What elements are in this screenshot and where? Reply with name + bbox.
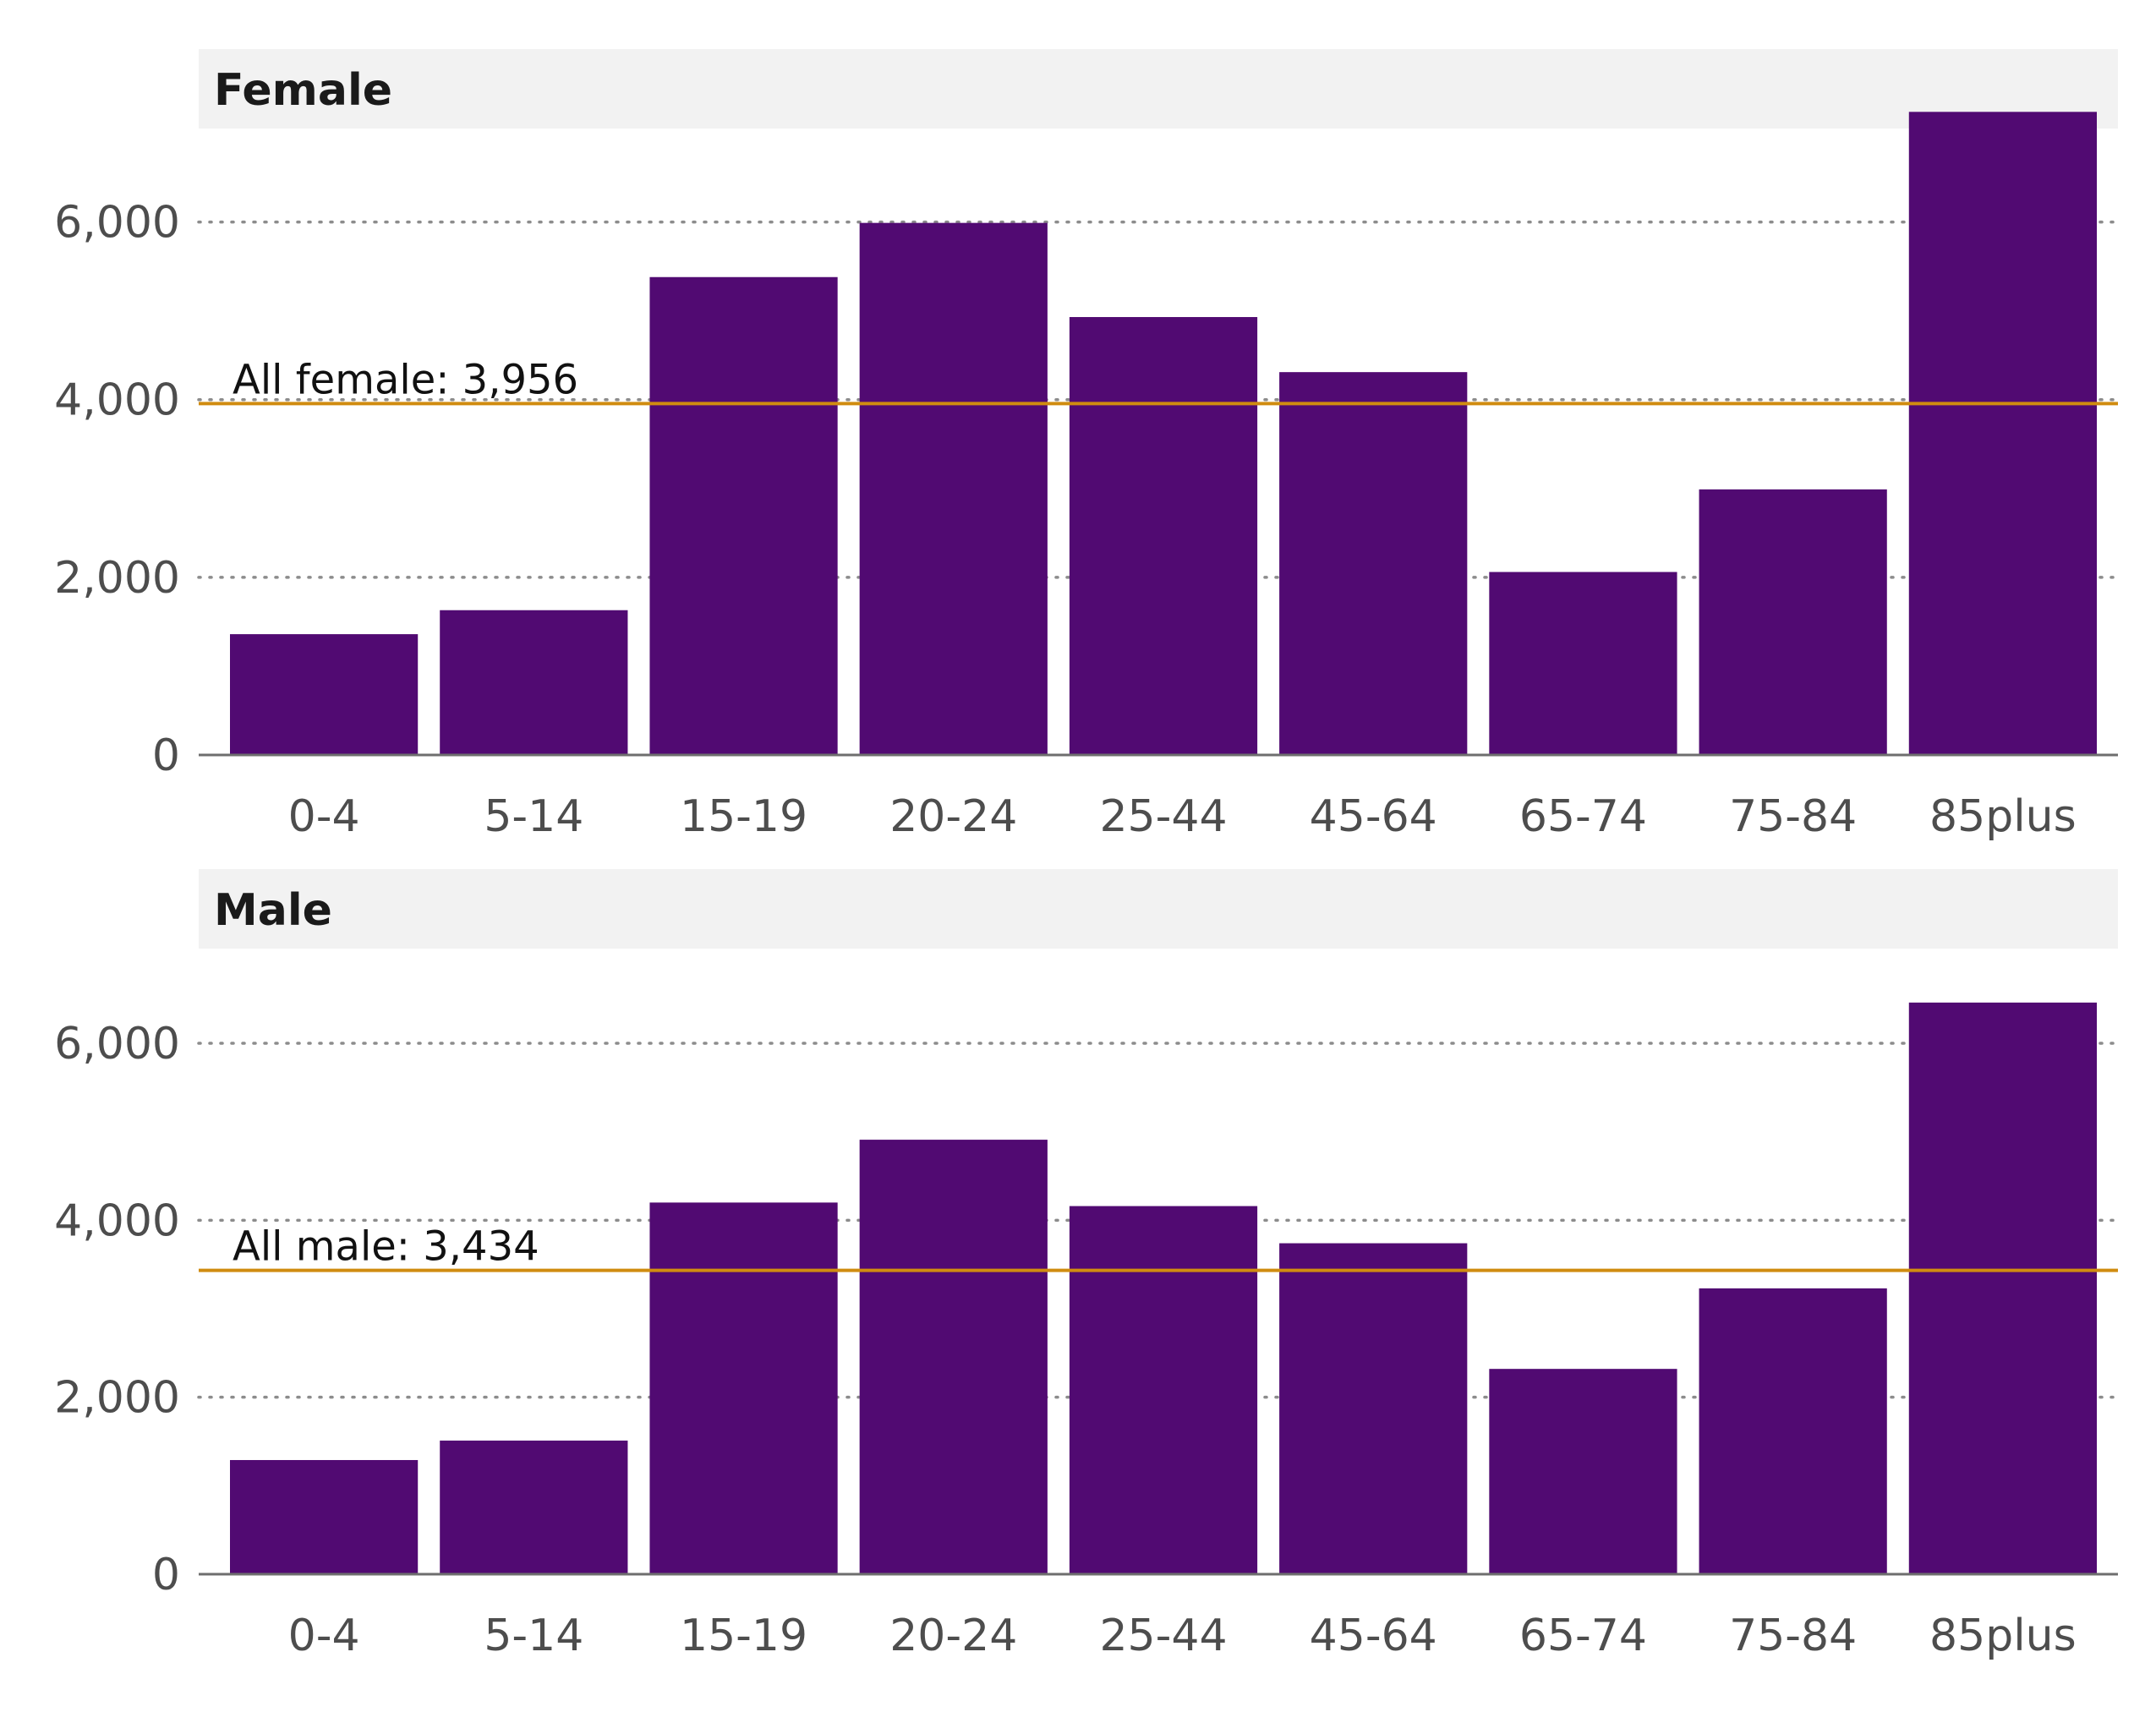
x-tick-label: 65-74	[1519, 791, 1647, 842]
x-tick-label: 75-84	[1729, 1611, 1857, 1661]
x-tick-label: 5-14	[484, 1611, 583, 1661]
bar	[1908, 112, 2097, 756]
bar	[1489, 1369, 1677, 1574]
y-tick-label: 6,000	[54, 198, 180, 249]
x-tick-label: 65-74	[1519, 1611, 1647, 1661]
y-tick-label: 2,000	[54, 1373, 180, 1424]
x-tick-label: 45-64	[1310, 1611, 1437, 1661]
bar	[1699, 489, 1887, 755]
y-tick-label: 0	[152, 730, 180, 781]
x-tick-label: 20-24	[889, 1611, 1017, 1661]
x-tick-label: 0-4	[288, 791, 360, 842]
x-tick-label: 15-19	[680, 1611, 807, 1661]
reference-line-label: All female: 3,956	[233, 356, 578, 403]
bar	[1069, 317, 1258, 755]
bar	[1699, 1288, 1887, 1574]
bar	[440, 610, 628, 755]
bar	[1279, 372, 1468, 755]
y-tick-label: 2,000	[54, 553, 180, 604]
bar	[1489, 572, 1677, 755]
bar	[230, 1459, 419, 1574]
bar	[649, 1202, 838, 1574]
x-tick-label: 20-24	[889, 791, 1017, 842]
bar	[859, 1140, 1048, 1574]
panel-1: Male 0 2,000 4,000 6,000 0-4 5-14 15-19 20-24 25-…	[54, 869, 2120, 1661]
x-tick-label: 85plus	[1929, 791, 2077, 842]
x-tick-label: 75-84	[1729, 791, 1857, 842]
bar	[859, 222, 1048, 756]
bar	[1908, 1002, 2097, 1574]
x-tick-label: 45-64	[1310, 791, 1437, 842]
bar	[1279, 1243, 1468, 1574]
x-tick-label: 0-4	[288, 1611, 360, 1661]
panel-0: Female 0 2,000 4,000 6,000 0-4 5-14 15-19 20-24 2…	[54, 49, 2120, 842]
bar	[1069, 1206, 1258, 1574]
panel-strip	[199, 49, 2118, 129]
reference-line-label: All male: 3,434	[233, 1223, 539, 1271]
bar	[230, 634, 419, 755]
y-tick-label: 0	[152, 1550, 180, 1600]
x-tick-label: 25-44	[1099, 1611, 1227, 1661]
y-tick-label: 4,000	[54, 1195, 180, 1246]
y-tick-label: 4,000	[54, 375, 180, 426]
panel-strip	[199, 869, 2118, 949]
bar	[440, 1440, 628, 1574]
panel-title: Male	[214, 885, 332, 936]
bar	[649, 276, 838, 755]
y-tick-label: 6,000	[54, 1019, 180, 1069]
panel-title: Female	[214, 65, 392, 116]
x-tick-label: 25-44	[1099, 791, 1227, 842]
x-tick-label: 85plus	[1929, 1611, 2077, 1661]
x-tick-label: 5-14	[484, 791, 583, 842]
x-tick-label: 15-19	[680, 791, 807, 842]
